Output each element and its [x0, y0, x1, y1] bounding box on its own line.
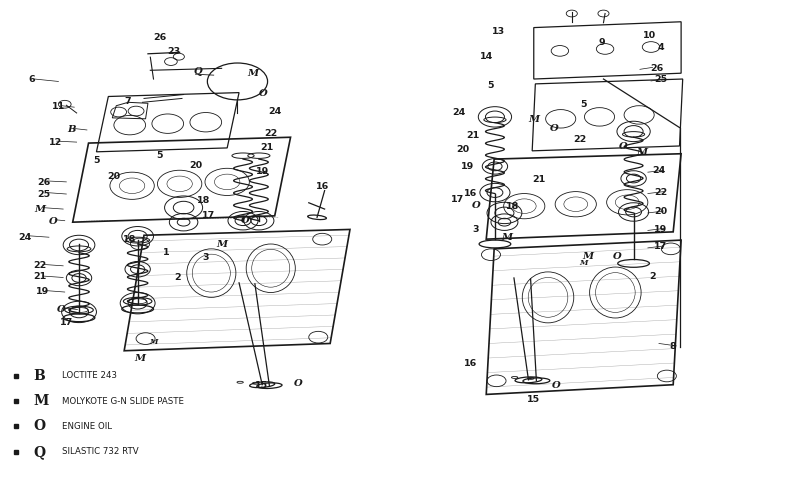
Text: M: M	[528, 115, 539, 124]
Text: 1: 1	[163, 248, 169, 257]
Text: 26: 26	[37, 178, 50, 187]
Text: 17: 17	[202, 211, 215, 221]
Text: 21: 21	[260, 143, 273, 152]
Text: 17: 17	[654, 243, 667, 251]
Text: M: M	[34, 204, 45, 214]
Text: Q: Q	[193, 67, 202, 76]
Text: 5: 5	[580, 100, 587, 109]
Text: M: M	[33, 394, 48, 408]
Text: 21: 21	[532, 176, 545, 184]
Text: 24: 24	[268, 107, 281, 116]
Text: 2: 2	[174, 273, 180, 283]
Text: 19: 19	[256, 167, 270, 176]
Text: 21: 21	[33, 272, 46, 282]
Text: 11: 11	[52, 102, 65, 111]
Text: M: M	[248, 69, 259, 78]
Text: 14: 14	[479, 52, 493, 61]
Text: M: M	[582, 252, 593, 261]
Text: LOCTITE 243: LOCTITE 243	[61, 371, 117, 381]
Text: 9: 9	[599, 38, 605, 47]
Text: 20: 20	[189, 161, 202, 170]
Text: 19: 19	[36, 287, 49, 296]
Text: 22: 22	[264, 129, 277, 139]
Text: B: B	[67, 124, 76, 134]
Text: 19: 19	[460, 162, 474, 171]
Text: 17: 17	[451, 195, 464, 204]
Text: O: O	[552, 381, 560, 390]
Text: O: O	[57, 305, 66, 313]
Text: 22: 22	[33, 261, 46, 270]
Text: O: O	[258, 89, 267, 98]
Text: Q: Q	[33, 445, 45, 459]
Text: M: M	[149, 338, 157, 346]
Text: 20: 20	[654, 207, 667, 217]
Text: MOLYKOTE G-N SLIDE PASTE: MOLYKOTE G-N SLIDE PASTE	[61, 397, 184, 406]
Text: 21: 21	[466, 131, 479, 140]
Text: 17: 17	[60, 318, 73, 327]
Text: M: M	[502, 233, 513, 242]
Text: 24: 24	[452, 108, 466, 118]
Text: 12: 12	[48, 138, 62, 146]
Text: 24: 24	[653, 166, 665, 175]
Text: M: M	[134, 353, 145, 363]
Text: 26: 26	[651, 64, 664, 73]
Text: O: O	[550, 124, 559, 133]
Text: 20: 20	[456, 145, 469, 154]
Text: 22: 22	[573, 135, 587, 143]
Text: 25: 25	[37, 189, 50, 199]
Text: 26: 26	[153, 33, 166, 42]
Text: 10: 10	[643, 31, 656, 40]
Text: M: M	[216, 241, 227, 249]
Text: 20: 20	[107, 172, 121, 181]
Text: 7: 7	[125, 97, 131, 106]
Text: 18: 18	[123, 235, 137, 244]
Text: O: O	[294, 379, 303, 388]
Text: 25: 25	[654, 76, 667, 84]
Text: 16: 16	[316, 182, 329, 191]
Text: 19: 19	[654, 225, 667, 234]
Text: 18: 18	[196, 196, 210, 205]
Text: 5: 5	[93, 156, 99, 165]
Text: 16: 16	[463, 188, 477, 198]
Text: M: M	[580, 260, 588, 267]
Text: 8: 8	[670, 343, 677, 351]
Text: O: O	[48, 217, 57, 225]
Text: 5: 5	[487, 81, 494, 90]
Text: 4: 4	[657, 43, 664, 53]
Text: 23: 23	[168, 47, 180, 56]
Text: 16: 16	[463, 359, 477, 368]
Text: O: O	[619, 142, 628, 151]
Text: 24: 24	[18, 233, 32, 242]
Text: O: O	[241, 216, 250, 225]
Text: 2: 2	[650, 271, 656, 281]
Text: O: O	[472, 201, 481, 210]
Text: 3: 3	[203, 253, 209, 262]
Text: 22: 22	[654, 188, 667, 197]
Text: B: B	[33, 369, 45, 383]
Text: SILASTIC 732 RTV: SILASTIC 732 RTV	[61, 447, 138, 456]
Text: 15: 15	[254, 381, 268, 390]
Text: 3: 3	[472, 225, 479, 234]
Text: ENGINE OIL: ENGINE OIL	[61, 422, 111, 431]
Text: 6: 6	[28, 76, 35, 84]
Text: 5: 5	[157, 151, 163, 160]
Text: 15: 15	[527, 395, 541, 404]
Text: 13: 13	[492, 27, 506, 36]
Text: 18: 18	[506, 202, 519, 211]
Text: M: M	[636, 148, 647, 157]
Text: O: O	[33, 420, 45, 433]
Text: O: O	[614, 252, 622, 261]
